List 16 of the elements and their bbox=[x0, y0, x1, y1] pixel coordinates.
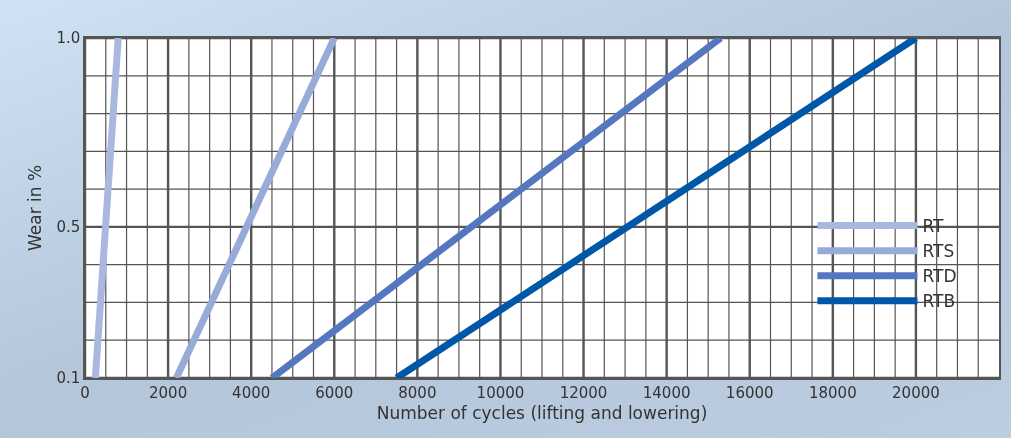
x-tick-label: 8000 bbox=[398, 383, 437, 402]
x-tick-label: 6000 bbox=[315, 383, 354, 402]
x-tick-label: 2000 bbox=[149, 383, 188, 402]
x-tick-label: 10000 bbox=[476, 383, 525, 402]
y-tick-label: 0.1 bbox=[56, 369, 81, 388]
y-axis-title: Wear in % bbox=[24, 164, 45, 252]
x-axis-title: Number of cycles (lifting and lowering) bbox=[376, 402, 708, 423]
x-tick-label: 0 bbox=[80, 383, 90, 402]
y-tick-label: 0.5 bbox=[56, 218, 81, 237]
y-tick-label: 1.0 bbox=[56, 29, 81, 48]
x-tick-label: 16000 bbox=[725, 383, 774, 402]
x-tick-label: 14000 bbox=[642, 383, 691, 402]
x-tick-label: 4000 bbox=[232, 383, 271, 402]
x-tick-label: 18000 bbox=[808, 383, 857, 402]
x-tick-label: 20000 bbox=[892, 383, 940, 402]
x-tick-label: 12000 bbox=[559, 383, 608, 402]
